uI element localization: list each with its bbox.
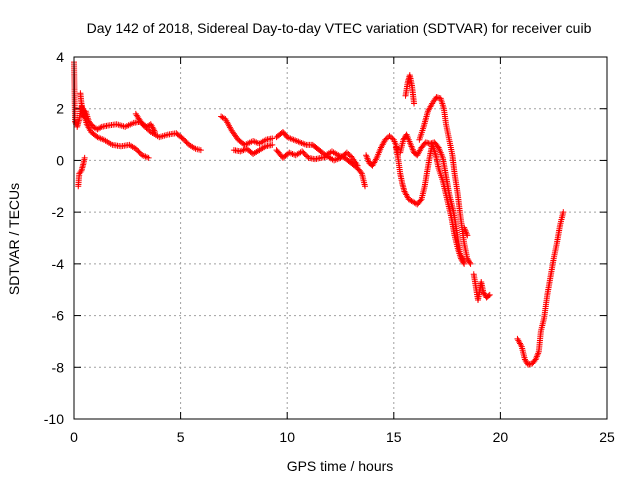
data-point — [145, 154, 152, 161]
data-points — [71, 59, 567, 368]
data-point — [382, 136, 389, 143]
data-point — [143, 125, 150, 132]
y-tick-label: 0 — [56, 152, 64, 168]
data-point — [179, 135, 186, 142]
data-point — [269, 135, 276, 142]
data-point — [144, 126, 151, 133]
x-tick-label: 0 — [70, 429, 78, 445]
data-point — [485, 292, 492, 299]
data-point — [467, 260, 474, 267]
x-tick-label: 15 — [386, 429, 402, 445]
y-tick-label: -10 — [44, 411, 64, 427]
data-point — [387, 134, 394, 141]
y-tick-label: 2 — [56, 101, 64, 117]
y-tick-label: -8 — [52, 359, 65, 375]
data-point — [81, 154, 88, 161]
data-point — [466, 259, 473, 266]
data-point — [142, 123, 149, 130]
y-tick-label: 4 — [56, 49, 64, 65]
y-tick-label: -4 — [52, 256, 65, 272]
data-point — [182, 138, 189, 145]
x-tick-label: 10 — [279, 429, 295, 445]
data-point — [464, 232, 471, 239]
data-point — [197, 147, 204, 154]
data-point — [97, 124, 104, 131]
x-tick-label: 25 — [599, 429, 615, 445]
data-point — [181, 136, 188, 143]
data-point — [139, 121, 146, 128]
data-point — [300, 149, 307, 156]
y-tick-label: -2 — [52, 204, 65, 220]
x-tick-label: 5 — [177, 429, 185, 445]
data-point — [140, 122, 147, 129]
x-tick-label: 20 — [493, 429, 509, 445]
data-point — [417, 197, 424, 204]
data-point — [136, 149, 143, 156]
data-point — [411, 100, 418, 107]
data-point — [77, 169, 84, 176]
plot-frame — [73, 56, 608, 420]
data-point — [301, 150, 308, 157]
data-point — [434, 143, 441, 150]
data-point — [135, 148, 142, 155]
data-point — [560, 209, 567, 216]
data-point — [389, 135, 396, 142]
data-point — [343, 149, 350, 156]
data-point — [357, 169, 364, 176]
data-point — [345, 150, 352, 157]
chart-title: Day 142 of 2018, Sidereal Day-to-day VTE… — [87, 20, 592, 36]
data-point — [362, 183, 369, 190]
x-axis-label: GPS time / hours — [287, 458, 394, 474]
data-point — [486, 291, 493, 298]
series-sdtvar — [71, 59, 567, 368]
y-tick-label: -6 — [52, 308, 65, 324]
data-point — [146, 127, 153, 134]
data-point — [302, 152, 309, 159]
data-point — [383, 135, 390, 142]
data-point — [299, 148, 306, 155]
data-point — [183, 139, 190, 146]
y-axis-label: SDTVAR / TECUs — [6, 183, 22, 295]
data-point — [134, 147, 141, 154]
data-point — [386, 132, 393, 139]
data-point — [132, 145, 139, 152]
data-point — [269, 141, 276, 148]
